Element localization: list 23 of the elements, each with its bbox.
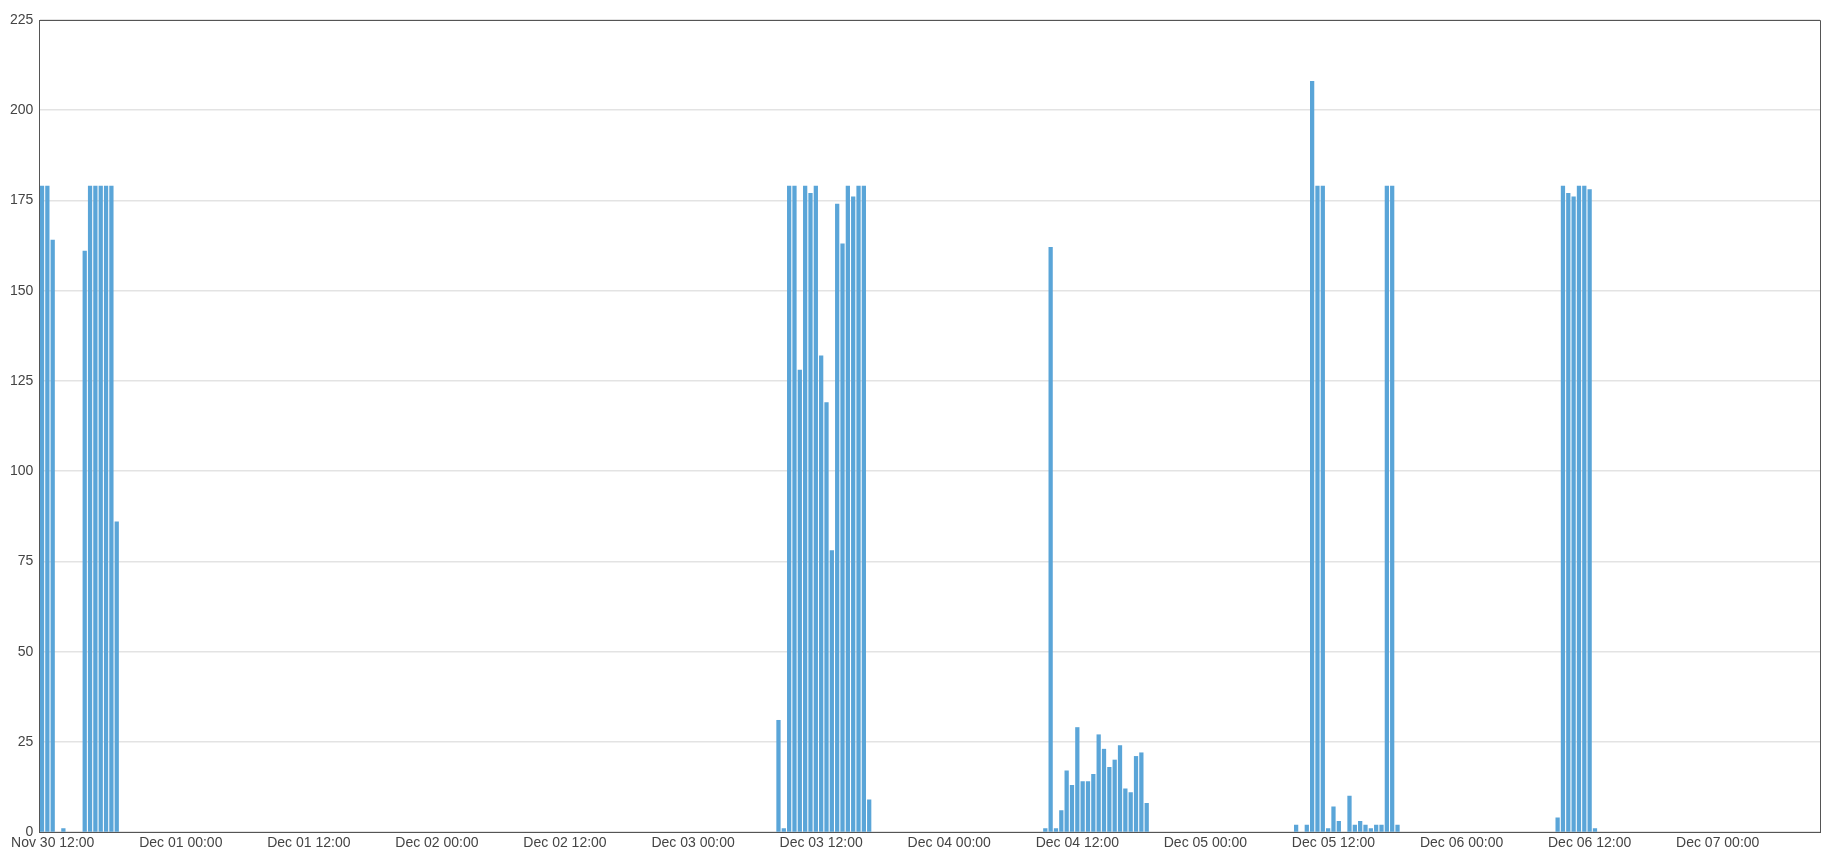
y-tick-label: 175: [10, 191, 34, 208]
x-tick-label: Dec 07 00:00: [1676, 834, 1760, 851]
y-tick-label: 150: [10, 281, 34, 298]
y-tick-label: 50: [17, 642, 34, 659]
x-tick-label: Dec 06 12:00: [1547, 834, 1632, 851]
x-tick-label: Dec 01 00:00: [139, 834, 223, 851]
y-tick-label: 200: [10, 101, 34, 118]
y-tick-label: 225: [10, 10, 34, 27]
y-tick-label: 125: [10, 371, 34, 388]
x-tick-label: Dec 01 12:00: [267, 834, 351, 851]
x-tick-label: Dec 04 00:00: [907, 834, 992, 851]
x-tick-label: Dec 03 00:00: [651, 834, 735, 851]
x-tick-label: Dec 03 12:00: [779, 834, 864, 851]
x-tick-label: Dec 02 00:00: [395, 834, 479, 851]
x-tick-label: Dec 02 12:00: [523, 834, 607, 851]
x-tick-label: Dec 04 12:00: [1035, 834, 1120, 851]
x-tick-label: Dec 05 00:00: [1163, 834, 1248, 851]
x-tick-label: Dec 06 00:00: [1419, 834, 1504, 851]
x-tick-label: Dec 05 12:00: [1291, 834, 1376, 851]
y-tick-label: 75: [17, 552, 34, 569]
y-tick-label: 100: [10, 462, 34, 479]
y-tick-label: 0: [25, 823, 34, 840]
y-tick-label: 25: [17, 732, 34, 749]
